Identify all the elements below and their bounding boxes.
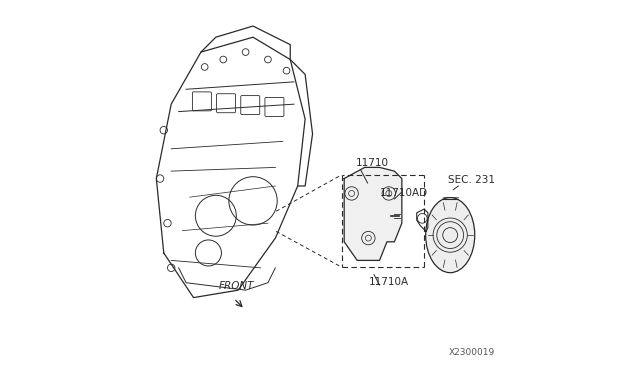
Text: 11710AD: 11710AD (380, 188, 428, 198)
Text: FRONT: FRONT (219, 281, 254, 291)
FancyBboxPatch shape (241, 96, 260, 115)
FancyBboxPatch shape (193, 92, 211, 111)
Text: X2300019: X2300019 (449, 348, 495, 357)
Text: SEC. 231: SEC. 231 (449, 175, 495, 185)
Ellipse shape (426, 198, 475, 273)
Polygon shape (344, 167, 402, 260)
Text: 11710A: 11710A (369, 277, 409, 287)
FancyBboxPatch shape (216, 94, 236, 113)
FancyBboxPatch shape (265, 97, 284, 116)
Text: 11710: 11710 (355, 158, 388, 168)
